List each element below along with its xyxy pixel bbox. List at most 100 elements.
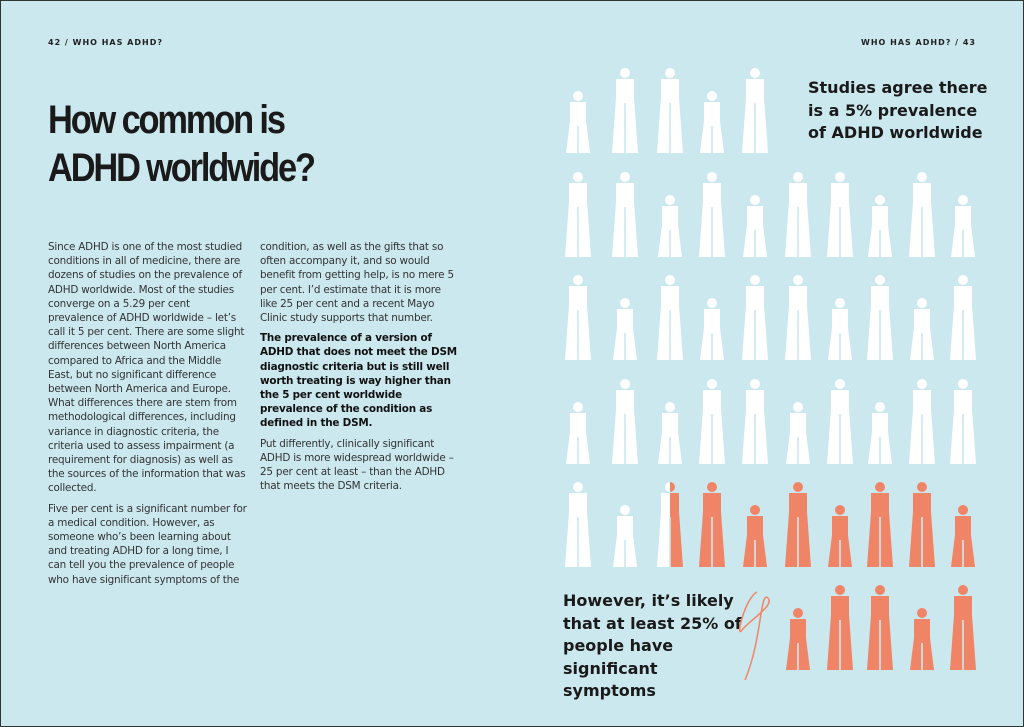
person-figure xyxy=(657,275,683,360)
person-figure xyxy=(700,91,724,153)
person-figure xyxy=(742,275,768,360)
figure-head xyxy=(750,275,760,285)
figure-head xyxy=(620,505,630,515)
figure-head xyxy=(917,482,927,492)
person-figure xyxy=(742,68,768,153)
page-title: How common is ADHD worldwide? xyxy=(48,98,316,190)
figure-head xyxy=(917,172,927,182)
person-figure xyxy=(828,505,852,567)
figure-body xyxy=(742,286,768,360)
figure-body xyxy=(699,493,725,567)
figure-head xyxy=(875,585,885,595)
figure-head xyxy=(707,91,717,101)
figure-head xyxy=(835,172,845,182)
person-figure xyxy=(786,608,810,670)
person-figure xyxy=(742,379,768,464)
figure-body xyxy=(565,493,591,567)
body-column-1: Since ADHD is one of the most studied co… xyxy=(48,240,248,593)
figure-body xyxy=(910,619,934,670)
person-figure xyxy=(827,172,853,257)
figure-head xyxy=(958,379,968,389)
person-figure xyxy=(786,402,810,464)
figure-body xyxy=(612,183,638,257)
figure-body xyxy=(827,183,853,257)
figure-body xyxy=(909,390,935,464)
person-figure xyxy=(867,482,893,567)
person-figure xyxy=(743,505,767,567)
figure-head xyxy=(707,172,717,182)
figure-head xyxy=(707,379,717,389)
figure-body xyxy=(613,516,637,567)
figure-body xyxy=(657,79,683,153)
figure-body xyxy=(700,102,724,153)
figure-head xyxy=(573,172,583,182)
figure-head xyxy=(573,275,583,285)
person-figure xyxy=(950,379,976,464)
figure-body xyxy=(786,619,810,670)
figure-body xyxy=(909,493,935,567)
figure-body xyxy=(868,206,892,257)
person-figure xyxy=(699,172,725,257)
paragraph: condition, as well as the gifts that so … xyxy=(260,241,454,325)
person-figure xyxy=(909,379,935,464)
figure-head xyxy=(707,482,717,492)
figure-head xyxy=(665,482,675,492)
figure-body xyxy=(867,286,893,360)
figure-body xyxy=(742,79,768,153)
person-figure xyxy=(909,482,935,567)
figure-head xyxy=(793,608,803,618)
figure-head xyxy=(750,68,760,78)
person-figure xyxy=(827,379,853,464)
figure-body xyxy=(827,596,853,670)
figure-body xyxy=(700,309,724,360)
figure-body xyxy=(565,183,591,257)
figure-body xyxy=(613,309,637,360)
figure-head xyxy=(875,195,885,205)
figure-head xyxy=(573,402,583,412)
figure-body xyxy=(950,596,976,670)
figure-head xyxy=(750,379,760,389)
person-figure xyxy=(785,172,811,257)
person-figure xyxy=(658,195,682,257)
person-figure xyxy=(785,275,811,360)
figure-body xyxy=(699,183,725,257)
figure-body xyxy=(743,206,767,257)
figure-head xyxy=(875,402,885,412)
bold-paragraph: The prevalence of a version of ADHD that… xyxy=(260,332,457,430)
figure-head xyxy=(835,505,845,515)
person-figure xyxy=(658,402,682,464)
person-figure xyxy=(612,68,638,153)
figure-body xyxy=(828,309,852,360)
figure-body xyxy=(742,390,768,464)
figure-body xyxy=(950,286,976,360)
figure-head xyxy=(620,68,630,78)
figure-body xyxy=(867,596,893,670)
figure-body xyxy=(566,413,590,464)
figure-body xyxy=(657,493,683,567)
person-figure xyxy=(565,275,591,360)
paragraph: Since ADHD is one of the most studied co… xyxy=(48,241,246,495)
person-figure xyxy=(951,195,975,257)
figure-head xyxy=(573,482,583,492)
figure-head xyxy=(793,172,803,182)
figure-head xyxy=(917,608,927,618)
figure-head xyxy=(750,505,760,515)
figure-body xyxy=(950,390,976,464)
figure-body xyxy=(786,413,810,464)
person-figure xyxy=(910,298,934,360)
person-figure xyxy=(565,172,591,257)
figure-head xyxy=(750,195,760,205)
figure-body xyxy=(785,183,811,257)
person-figure xyxy=(613,505,637,567)
figure-body xyxy=(909,183,935,257)
body-column-2: condition, as well as the gifts that so … xyxy=(260,240,460,499)
callout-top: Studies agree there is a 5% prevalence o… xyxy=(808,78,988,142)
figure-body xyxy=(565,286,591,360)
figure-head xyxy=(620,172,630,182)
figure-body xyxy=(658,206,682,257)
figure-body xyxy=(657,286,683,360)
person-figure xyxy=(566,91,590,153)
paragraph: Five per cent is a significant number fo… xyxy=(48,502,247,586)
figure-head xyxy=(958,195,968,205)
figure-head xyxy=(875,482,885,492)
